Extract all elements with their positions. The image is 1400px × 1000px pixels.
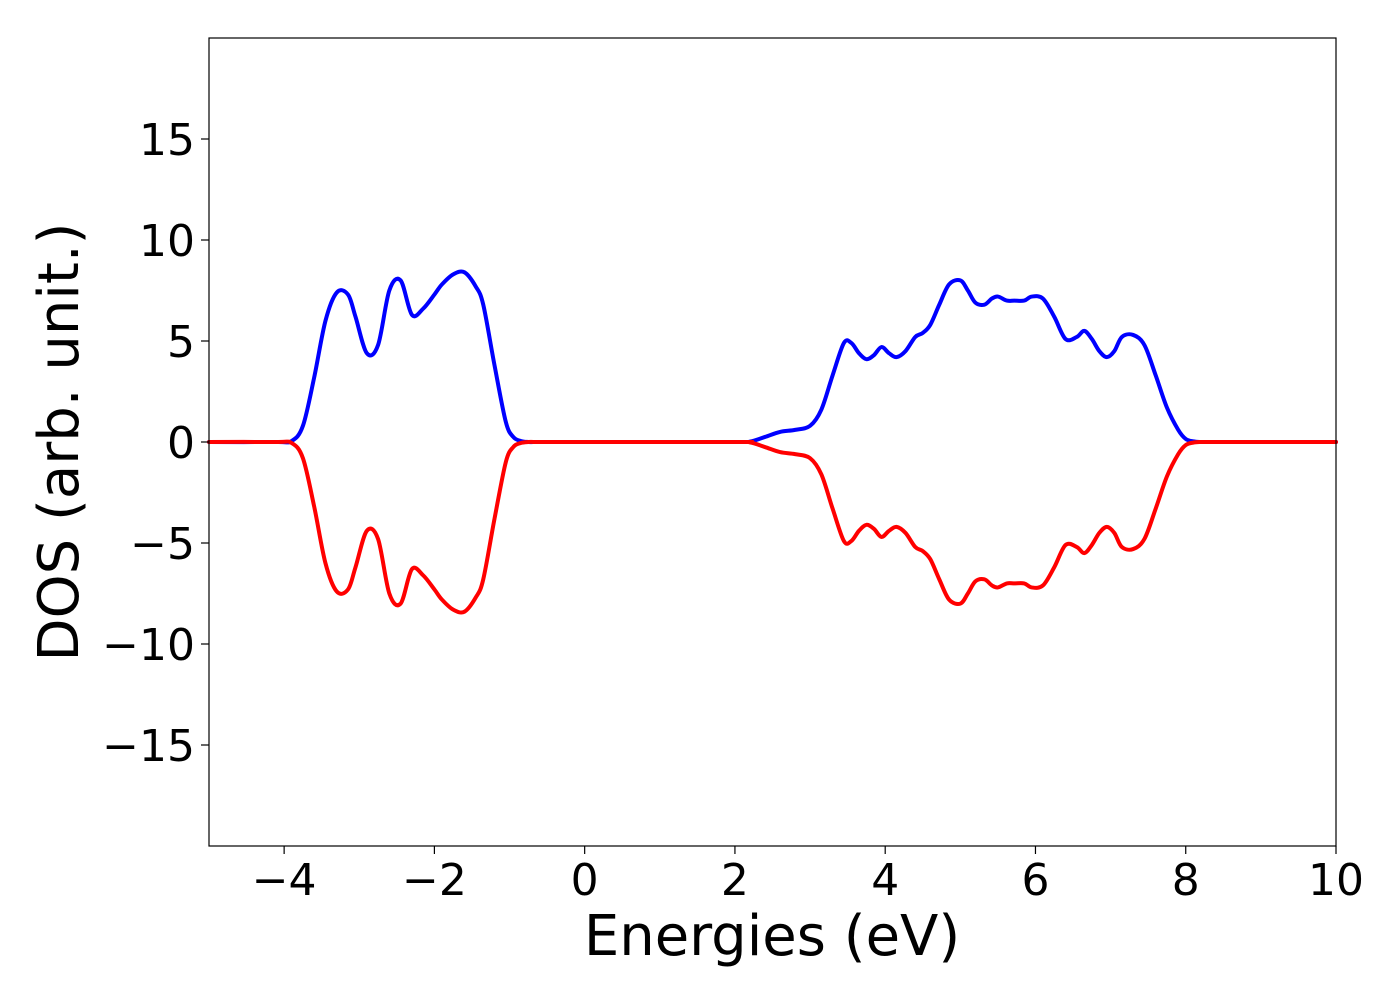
x-tick-label: 10 xyxy=(1308,855,1364,906)
x-tick-label: 0 xyxy=(571,855,599,906)
y-tick-label: −10 xyxy=(102,620,195,671)
y-tick-label: 10 xyxy=(139,216,195,267)
x-tick-label: 4 xyxy=(871,855,899,906)
y-tick-label: −5 xyxy=(130,519,195,570)
dos-down-line xyxy=(207,439,1338,615)
plot-background xyxy=(209,38,1336,846)
x-tick-label: 8 xyxy=(1172,855,1200,906)
dos-up-line xyxy=(207,269,1338,445)
x-axis-title: Energies (eV) xyxy=(584,904,960,969)
y-tick-label: −15 xyxy=(102,721,195,772)
y-tick-label: 5 xyxy=(167,317,195,368)
x-axis-ticks: −4 −2 0 2 4 6 8 10 xyxy=(252,846,1364,906)
series-layer xyxy=(207,269,1338,615)
y-axis-title: DOS (arb. unit.) xyxy=(27,222,92,661)
y-tick-label: 15 xyxy=(139,115,195,166)
y-tick-label: 0 xyxy=(167,418,195,469)
x-tick-label: 6 xyxy=(1021,855,1049,906)
x-tick-label: −2 xyxy=(402,855,467,906)
x-tick-label: 2 xyxy=(721,855,749,906)
x-tick-label: −4 xyxy=(252,855,317,906)
y-axis-ticks: −15 −10 −5 0 5 10 15 xyxy=(102,115,209,772)
